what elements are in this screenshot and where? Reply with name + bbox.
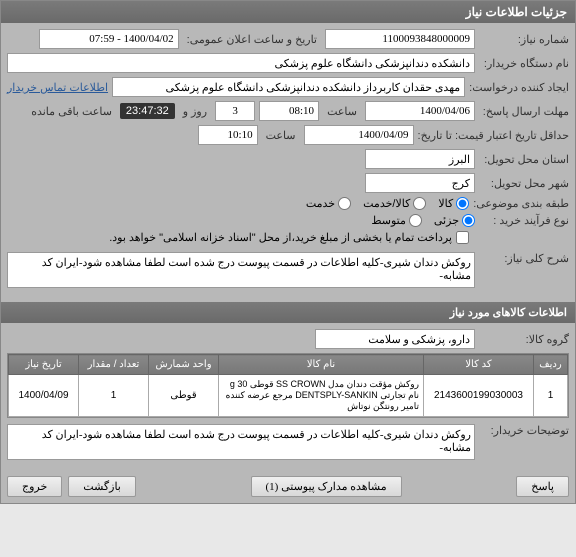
province-label: استان محل تحویل:: [479, 153, 569, 166]
radio-goods[interactable]: کالا: [438, 197, 469, 210]
goods-group-label: گروه کالا:: [479, 333, 569, 346]
cell-date: 1400/04/09: [9, 375, 79, 417]
city-label: شهر محل تحویل:: [479, 177, 569, 190]
treasury-checkbox[interactable]: [456, 231, 469, 244]
th-date: تاریخ نیاز: [9, 355, 79, 375]
th-name: نام کالا: [219, 355, 424, 375]
radio-goods-label: کالا: [438, 197, 453, 210]
table-row[interactable]: 1 2143600199030003 روکش مؤقت دندان مدل S…: [9, 375, 568, 417]
resp-date-field[interactable]: [365, 101, 475, 121]
items-header: اطلاعات کالاهای مورد نیاز: [1, 302, 575, 323]
city-field[interactable]: [365, 173, 475, 193]
cell-unit: قوطی: [149, 375, 219, 417]
group-radios: کالا کالا/خدمت خدمت: [306, 197, 469, 210]
radio-mid[interactable]: متوسط: [371, 214, 422, 227]
th-qty: تعداد / مقدار: [79, 355, 149, 375]
resp-deadline-label: مهلت ارسال پاسخ:: [479, 105, 569, 118]
panel-body: شماره نیاز: تاریخ و ساعت اعلان عمومی: نا…: [1, 23, 575, 298]
group-label: طبقه بندی موضوعی:: [473, 197, 569, 210]
time-label-1: ساعت: [323, 105, 361, 118]
province-field[interactable]: [365, 149, 475, 169]
need-details-panel: جزئیات اطلاعات نیاز شماره نیاز: تاریخ و …: [0, 0, 576, 504]
announce-label: تاریخ و ساعت اعلان عمومی:: [183, 33, 321, 46]
th-code: کد کالا: [424, 355, 534, 375]
resp-time-field[interactable]: [259, 101, 319, 121]
radio-low[interactable]: جزئی: [434, 214, 475, 227]
buyer-org-field[interactable]: [7, 53, 475, 73]
creator-label: ایجاد کننده درخواست:: [469, 81, 569, 94]
radio-mid-label: متوسط: [371, 214, 406, 227]
remain-time-badge: 23:47:32: [120, 103, 175, 119]
cell-code: 2143600199030003: [424, 375, 534, 417]
radio-service[interactable]: خدمت: [306, 197, 351, 210]
footer: پاسخ مشاهده مدارک پیوستی (1) بازگشت خروج: [1, 470, 575, 503]
and-label: روز و: [179, 105, 211, 118]
desc-label: شرح کلی نیاز:: [479, 252, 569, 265]
back-button[interactable]: بازگشت: [68, 476, 136, 497]
th-unit: واحد شمارش: [149, 355, 219, 375]
goods-group-field[interactable]: [315, 329, 475, 349]
items-table-wrap: ردیف کد کالا نام کالا واحد شمارش تعداد /…: [7, 353, 569, 418]
buyer-notes-label: توضیحات خریدار:: [479, 424, 569, 437]
valid-time-field[interactable]: [198, 125, 258, 145]
remain-days-field: [215, 101, 255, 121]
radio-low-label: جزئی: [434, 214, 459, 227]
contact-link[interactable]: اطلاعات تماس خریدار: [7, 81, 108, 94]
need-no-label: شماره نیاز:: [479, 33, 569, 46]
announce-field[interactable]: [39, 29, 179, 49]
radio-goods-input[interactable]: [456, 197, 469, 210]
buy-type-radios: جزئی متوسط: [371, 214, 475, 227]
radio-goods-service[interactable]: کالا/خدمت: [363, 197, 426, 210]
radio-service-input[interactable]: [338, 197, 351, 210]
valid-date-field[interactable]: [304, 125, 414, 145]
buy-type-label: نوع فرآیند خرید :: [479, 214, 569, 227]
panel-title: جزئیات اطلاعات نیاز: [1, 1, 575, 23]
radio-gs-input[interactable]: [413, 197, 426, 210]
radio-low-input[interactable]: [462, 214, 475, 227]
items-body: گروه کالا: ردیف کد کالا نام کالا واحد شم…: [1, 323, 575, 470]
reply-button[interactable]: پاسخ: [516, 476, 569, 497]
remain-label: ساعت باقی مانده: [27, 105, 116, 118]
desc-textarea[interactable]: [7, 252, 475, 288]
exit-button[interactable]: خروج: [7, 476, 62, 497]
cell-qty: 1: [79, 375, 149, 417]
valid-label: حداقل تاریخ اعتبار قیمت: تا تاریخ:: [418, 129, 569, 142]
buyer-org-label: نام دستگاه خریدار:: [479, 57, 569, 70]
buyer-notes-textarea[interactable]: [7, 424, 475, 460]
radio-gs-label: کالا/خدمت: [363, 197, 410, 210]
need-no-field[interactable]: [325, 29, 475, 49]
cell-idx: 1: [534, 375, 568, 417]
cell-name: روکش مؤقت دندان مدل SS CROWN قوطی 30 g ن…: [219, 375, 424, 417]
time-label-2: ساعت: [262, 129, 300, 142]
radio-service-label: خدمت: [306, 197, 335, 210]
pay-note: پرداخت تمام یا بخشی از مبلغ خرید،از محل …: [109, 231, 452, 244]
th-idx: ردیف: [534, 355, 568, 375]
radio-mid-input[interactable]: [409, 214, 422, 227]
items-table: ردیف کد کالا نام کالا واحد شمارش تعداد /…: [8, 354, 568, 417]
creator-field[interactable]: [112, 77, 465, 97]
attachments-button[interactable]: مشاهده مدارک پیوستی (1): [251, 476, 402, 497]
